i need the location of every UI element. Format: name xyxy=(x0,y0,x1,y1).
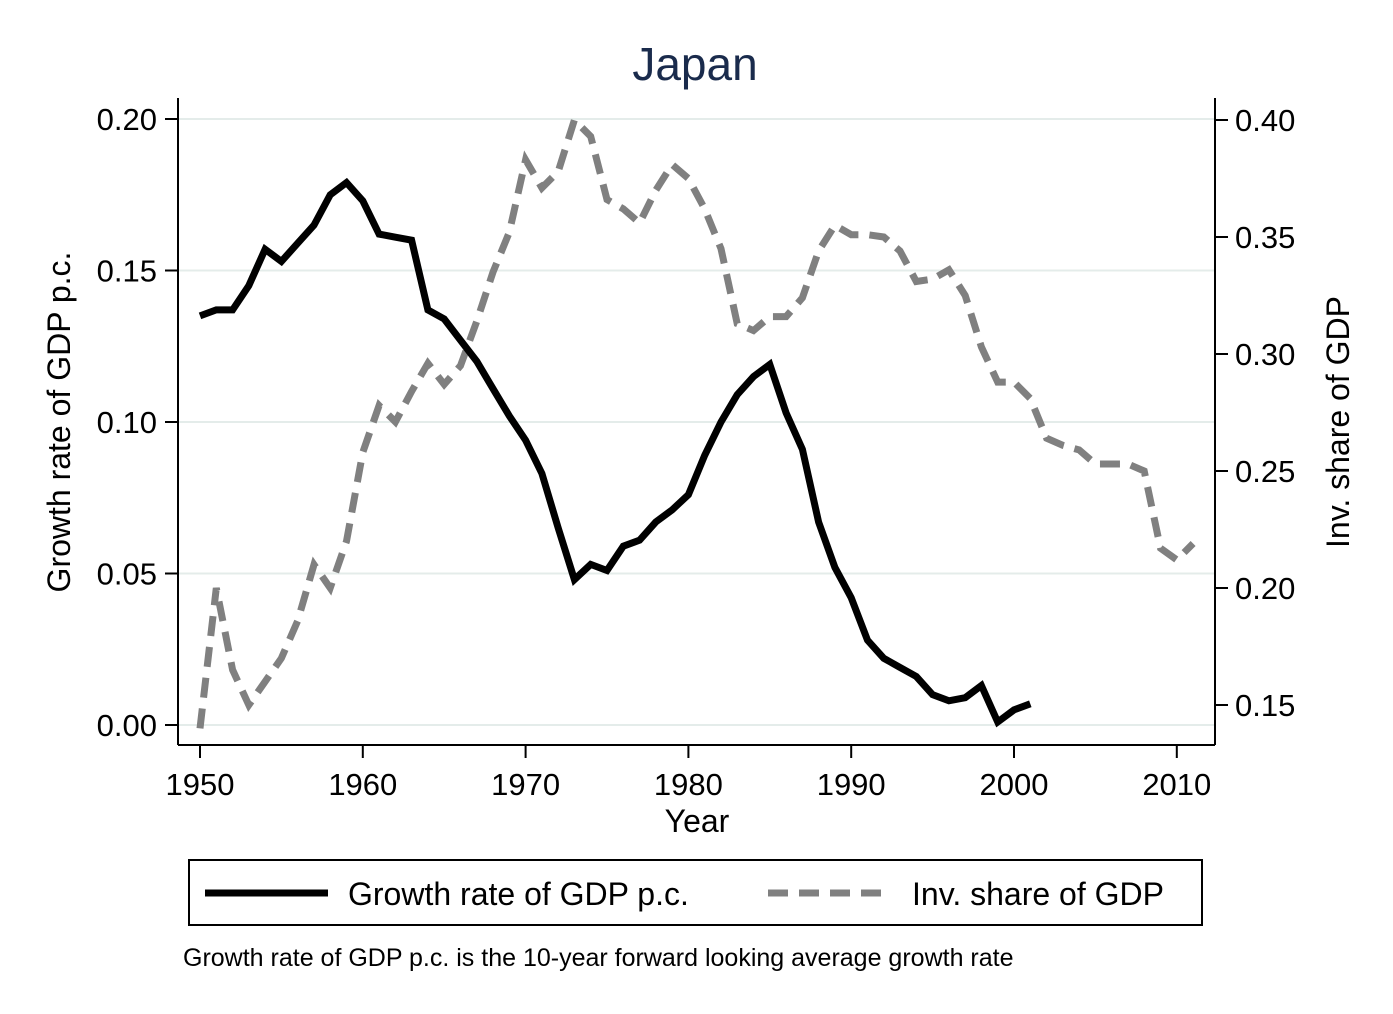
y-axis-left-ticks: 0.00 0.05 0.10 0.15 0.20 xyxy=(97,102,178,743)
legend-label-growth: Growth rate of GDP p.c. xyxy=(348,876,689,912)
x-tick-label: 2010 xyxy=(1142,767,1211,802)
gridlines xyxy=(179,118,1214,726)
y-left-tick-label: 0.10 xyxy=(97,405,157,440)
x-axis-ticks: 1950 1960 1970 1980 1990 2000 2010 xyxy=(166,745,1211,802)
y-right-tick-label: 0.30 xyxy=(1235,337,1295,372)
y-right-tick-label: 0.25 xyxy=(1235,454,1295,489)
y-axis-right-ticks: 0.15 0.20 0.25 0.30 0.35 0.40 xyxy=(1215,103,1295,723)
legend-label-investment: Inv. share of GDP xyxy=(912,876,1164,912)
y-left-tick-label: 0.00 xyxy=(97,708,157,743)
y-left-tick-label: 0.15 xyxy=(97,254,157,289)
chart-title: Japan xyxy=(632,38,757,90)
x-tick-label: 1950 xyxy=(166,767,235,802)
x-tick-label: 1990 xyxy=(817,767,886,802)
x-axis-title: Year xyxy=(665,803,730,839)
x-tick-label: 1970 xyxy=(491,767,560,802)
series-lines xyxy=(196,113,1196,729)
x-tick-label: 1960 xyxy=(328,767,397,802)
investment-share-line xyxy=(196,113,1196,729)
y-right-tick-label: 0.40 xyxy=(1235,103,1295,138)
legend-box xyxy=(188,859,1203,926)
y-left-tick-label: 0.05 xyxy=(97,557,157,592)
x-tick-label: 2000 xyxy=(980,767,1049,802)
growth-rate-line xyxy=(198,177,1032,728)
chart-note: Growth rate of GDP p.c. is the 10-year f… xyxy=(183,944,1014,972)
y-right-tick-label: 0.35 xyxy=(1235,220,1295,255)
legend: Growth rate of GDP p.c. Inv. share of GD… xyxy=(188,859,1203,926)
y-left-tick-label: 0.20 xyxy=(97,102,157,137)
y-axis-left-title: Growth rate of GDP p.c. xyxy=(41,252,77,593)
y-axis-right-title: Inv. share of GDP xyxy=(1320,296,1356,548)
y-right-tick-label: 0.15 xyxy=(1235,688,1295,723)
y-right-tick-label: 0.20 xyxy=(1235,571,1295,606)
x-tick-label: 1980 xyxy=(654,767,723,802)
